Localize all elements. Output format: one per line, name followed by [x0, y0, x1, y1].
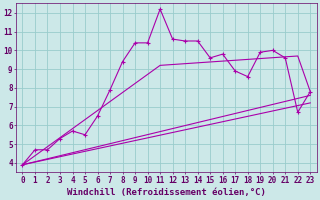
X-axis label: Windchill (Refroidissement éolien,°C): Windchill (Refroidissement éolien,°C) — [67, 188, 266, 197]
